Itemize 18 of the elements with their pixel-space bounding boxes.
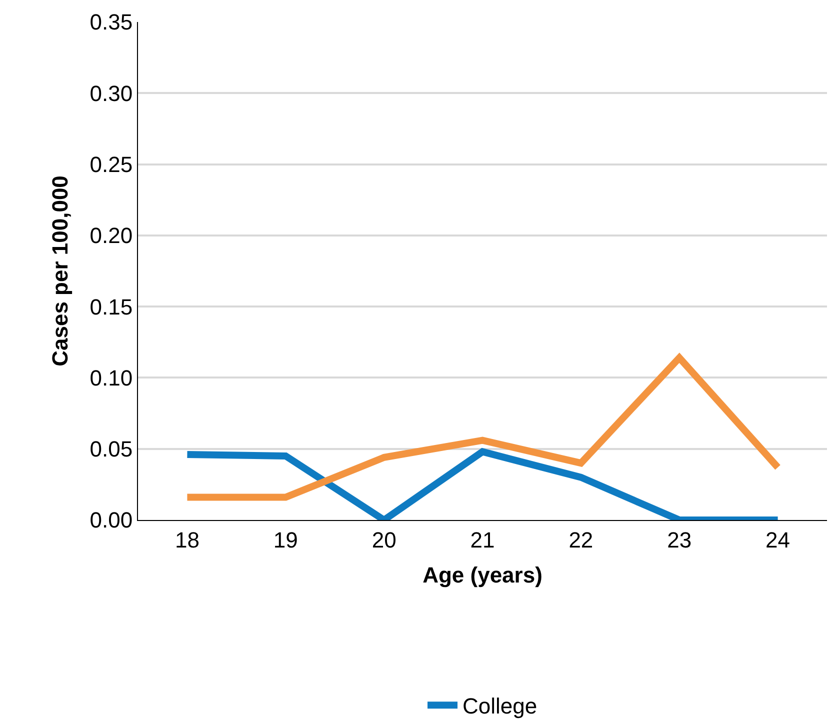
x-tick-label: 20 xyxy=(372,527,396,552)
x-tick-label: 24 xyxy=(766,527,790,552)
x-tick-label: 18 xyxy=(174,527,200,552)
y-tick-label: 0.10 xyxy=(90,365,133,390)
y-tick-label: 0.00 xyxy=(90,508,133,533)
y-tick-label: 0.15 xyxy=(90,294,133,320)
y-tick-label: 0.35 xyxy=(90,10,133,35)
y-axis-title: Cases per 100,000 xyxy=(48,176,73,366)
x-axis-title: Age (years) xyxy=(422,562,542,588)
y-tick-label: 0.05 xyxy=(90,436,133,462)
x-tick-label: 22 xyxy=(568,527,594,552)
y-tick-label: 0.20 xyxy=(90,223,133,248)
y-tick-label: 0.30 xyxy=(90,80,133,106)
legend-label: College xyxy=(462,694,538,719)
y-tick-label: 0.25 xyxy=(90,152,133,177)
x-tick-label: 21 xyxy=(470,527,495,552)
x-tick-label: 19 xyxy=(273,527,298,552)
x-tick-label: 23 xyxy=(667,527,692,552)
